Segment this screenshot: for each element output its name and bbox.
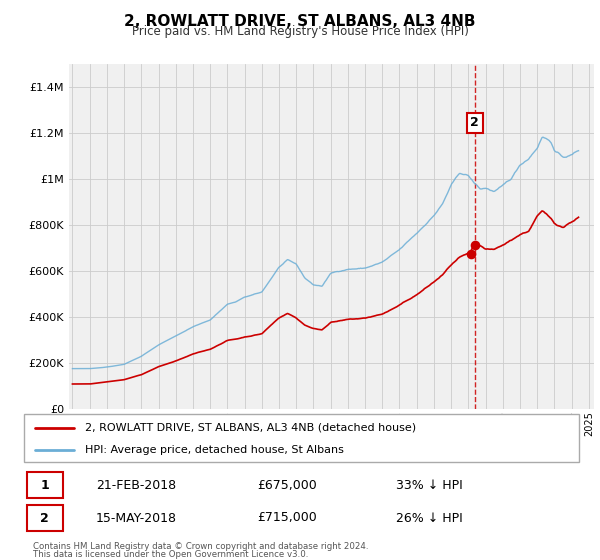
Text: 2, ROWLATT DRIVE, ST ALBANS, AL3 4NB: 2, ROWLATT DRIVE, ST ALBANS, AL3 4NB — [124, 14, 476, 29]
Text: 2: 2 — [470, 116, 479, 129]
Text: 2: 2 — [40, 511, 49, 525]
Text: Contains HM Land Registry data © Crown copyright and database right 2024.: Contains HM Land Registry data © Crown c… — [33, 542, 368, 551]
FancyBboxPatch shape — [27, 472, 63, 498]
Point — [470, 240, 479, 249]
Text: £715,000: £715,000 — [257, 511, 317, 525]
FancyBboxPatch shape — [27, 505, 63, 531]
Text: 33% ↓ HPI: 33% ↓ HPI — [396, 479, 463, 492]
Text: 21-FEB-2018: 21-FEB-2018 — [96, 479, 176, 492]
Text: HPI: Average price, detached house, St Albans: HPI: Average price, detached house, St A… — [85, 445, 344, 455]
Text: £675,000: £675,000 — [257, 479, 317, 492]
Text: 26% ↓ HPI: 26% ↓ HPI — [396, 511, 463, 525]
Text: 1: 1 — [40, 479, 49, 492]
Text: 15-MAY-2018: 15-MAY-2018 — [96, 511, 177, 525]
Text: This data is licensed under the Open Government Licence v3.0.: This data is licensed under the Open Gov… — [33, 550, 308, 559]
Text: 2, ROWLATT DRIVE, ST ALBANS, AL3 4NB (detached house): 2, ROWLATT DRIVE, ST ALBANS, AL3 4NB (de… — [85, 423, 416, 433]
Point — [466, 249, 475, 258]
Text: Price paid vs. HM Land Registry's House Price Index (HPI): Price paid vs. HM Land Registry's House … — [131, 25, 469, 38]
FancyBboxPatch shape — [24, 414, 579, 462]
